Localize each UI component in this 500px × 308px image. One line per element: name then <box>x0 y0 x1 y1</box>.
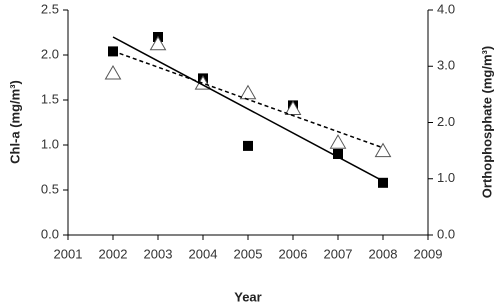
square-marker <box>333 149 343 159</box>
triangle-marker <box>329 134 347 149</box>
y2-axis-title: Orthophosphate (mg/m³) <box>479 46 494 198</box>
x-tick-label: 2002 <box>99 246 128 261</box>
triangle-marker <box>374 142 392 158</box>
y2-tick-label: 4.0 <box>437 1 455 16</box>
trend-line <box>112 50 384 149</box>
y-tick-label: 0.0 <box>41 226 59 241</box>
x-tick-label: 2006 <box>279 246 308 261</box>
y2-tick-label: 0.0 <box>437 226 455 241</box>
y2-tick-label: 1.0 <box>437 170 455 185</box>
y-tick-label: 2.5 <box>41 1 59 16</box>
x-tick-label: 2005 <box>234 246 263 261</box>
triangle-marker <box>239 84 257 100</box>
x-tick-label: 2001 <box>54 246 83 261</box>
x-tick-label: 2008 <box>369 246 398 261</box>
triangle-marker <box>104 64 122 80</box>
y-axis-title: Chl-a (mg/m³) <box>7 80 22 164</box>
x-tick-label: 2009 <box>414 246 443 261</box>
x-tick-label: 2007 <box>324 246 353 261</box>
x-axis-title: Year <box>234 289 261 304</box>
x-tick-label: 2003 <box>144 246 173 261</box>
y-tick-label: 2.0 <box>41 46 59 61</box>
y-tick-label: 1.5 <box>41 91 59 106</box>
square-marker <box>378 177 388 188</box>
y2-tick-label: 3.0 <box>437 58 455 73</box>
y2-tick-label: 2.0 <box>437 114 455 129</box>
x-tick-label: 2004 <box>189 246 218 261</box>
triangle-marker <box>149 35 167 51</box>
triangle-marker <box>284 100 302 115</box>
trend-line <box>112 36 384 182</box>
y-tick-label: 1.0 <box>41 136 59 151</box>
square-marker <box>243 140 253 151</box>
y-tick-label: 0.5 <box>41 181 59 196</box>
